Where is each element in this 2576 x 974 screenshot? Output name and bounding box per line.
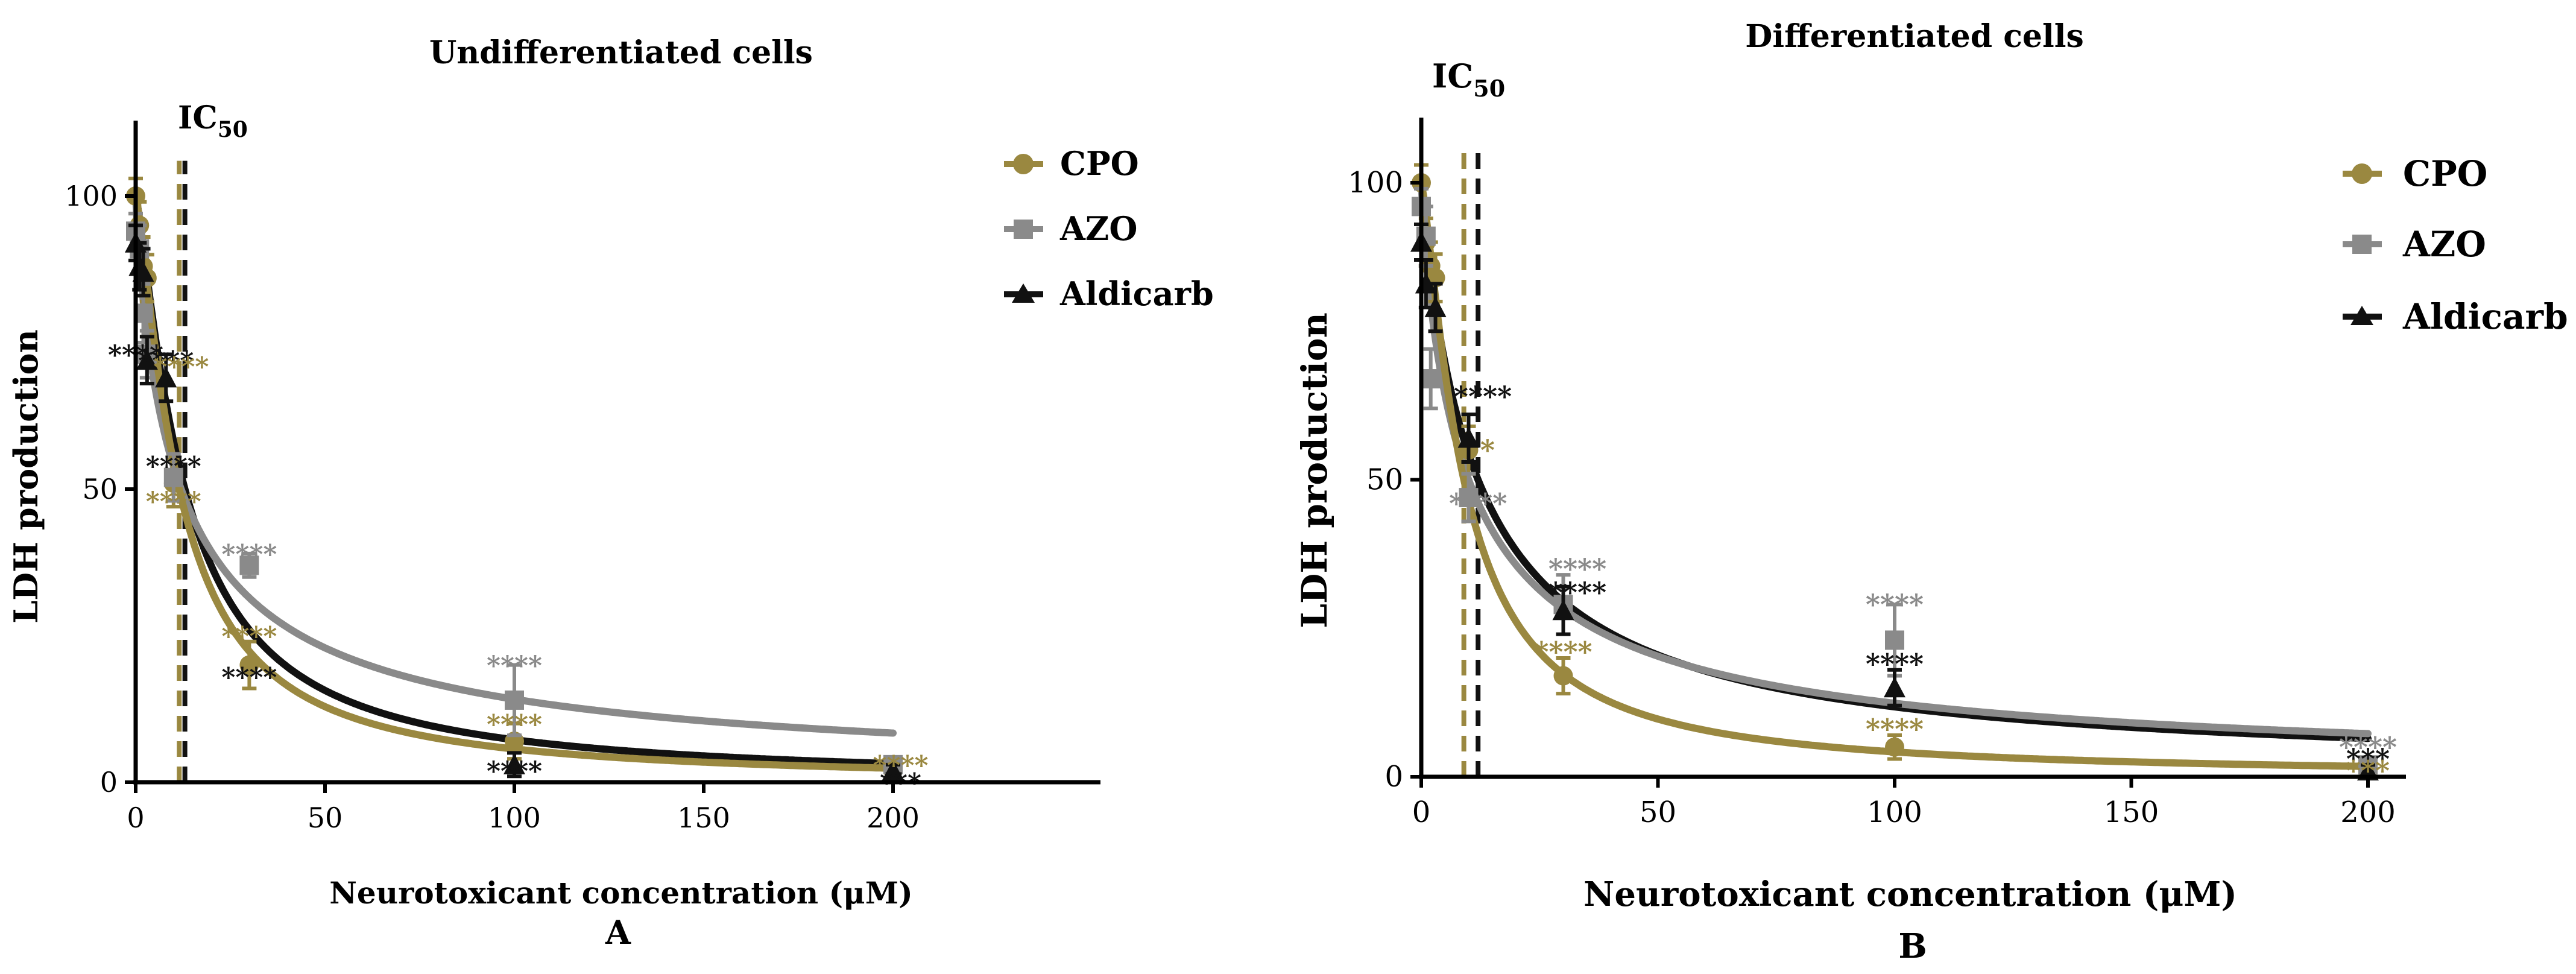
panel-a-x-axis-label: Neurotoxicant concentration (μM)	[329, 875, 913, 911]
data-point-cpo	[239, 655, 259, 675]
panel-b-x-axis-label: Neurotoxicant concentration (μM)	[1583, 874, 2237, 914]
significance-label: ****	[1449, 487, 1507, 520]
panel-b-letter: B	[1898, 926, 1927, 966]
panel-a: Undifferentiated cells LDH production Ne…	[7, 34, 1214, 952]
data-point-aldicarb	[155, 367, 177, 388]
x-tick-label: 0	[127, 802, 144, 834]
data-point-azo	[1885, 630, 1904, 650]
panel-b-legend-cpo: CPO	[2343, 153, 2487, 194]
significance-label: ****	[146, 451, 201, 482]
panel-b: Differentiated cells LDH production Neur…	[1294, 18, 2568, 966]
data-point-aldicarb	[132, 261, 154, 282]
panel-b-significance-annotations: ****************************************…	[1449, 381, 2397, 788]
panel-a-letter: A	[605, 913, 631, 952]
panel-b-data-points	[1410, 163, 2379, 781]
data-point-azo	[239, 555, 259, 575]
data-point-cpo	[1553, 666, 1573, 686]
significance-label: ****	[221, 539, 277, 570]
panel-b-title: Differentiated cells	[1745, 18, 2083, 55]
data-point-azo	[505, 690, 524, 710]
significance-label: ****	[1454, 381, 1512, 413]
legend-circle-marker	[1013, 154, 1034, 174]
x-tick-label: 200	[2340, 795, 2396, 829]
data-point-aldicarb	[1884, 677, 1905, 698]
significance-label: ****	[2339, 731, 2397, 764]
panel-b-legend-aldicarb: Aldicarb	[2343, 296, 2568, 337]
significance-label: ****	[138, 346, 194, 376]
significance-label: ****	[1548, 577, 1606, 609]
panel-b-legend-azo: AZO	[2343, 224, 2486, 265]
significance-label: *	[1480, 434, 1495, 466]
significance-label: ****	[146, 486, 201, 517]
data-point-aldicarb	[136, 349, 158, 370]
panel-b-legend-aldicarb-label: Aldicarb	[2402, 296, 2568, 337]
y-tick-label: 100	[65, 180, 118, 212]
panel-a-legend-cpo-label: CPO	[1060, 144, 1139, 183]
panel-b-legend-cpo-label: CPO	[2403, 153, 2487, 194]
data-point-azo	[163, 467, 183, 487]
data-point-aldicarb	[1552, 599, 1574, 621]
legend-triangle-marker	[2350, 306, 2373, 325]
panel-b-legend-azo-label: AZO	[2402, 224, 2486, 265]
significance-label: ****	[1548, 552, 1606, 585]
legend-triangle-marker	[1012, 283, 1035, 303]
significance-label: ****	[153, 352, 209, 382]
y-tick-label: 0	[1384, 760, 1403, 794]
data-point-aldicarb	[1457, 427, 1480, 448]
x-tick-label: 0	[1412, 795, 1431, 829]
panel-a-ic50-label: IC50	[178, 100, 248, 142]
data-point-cpo	[1885, 737, 1904, 757]
panel-a-y-axis-label: LDH production	[7, 329, 45, 623]
panel-b-y-axis-label: LDH production	[1294, 312, 1335, 628]
x-tick-label: 100	[488, 802, 541, 834]
significance-label: ****	[487, 709, 542, 740]
significance-label: ****	[487, 651, 542, 681]
significance-label: ****	[873, 750, 929, 781]
panel-a-axes: 0 50 100 150 200 0 50 100	[65, 121, 1100, 834]
x-tick-label: 200	[867, 802, 920, 834]
panel-a-legend: CPO AZO Aldicarb	[1004, 144, 1214, 313]
panel-a-legend-azo: AZO	[1004, 209, 1137, 248]
y-tick-label: 50	[1366, 463, 1403, 497]
legend-square-marker	[2352, 235, 2372, 254]
panel-b-ticks: 0 50 100 150 200 0 50 100	[1348, 166, 2395, 829]
x-tick-label: 50	[308, 802, 343, 834]
data-point-aldicarb	[504, 753, 525, 774]
significance-label: ***	[2346, 742, 2390, 775]
significance-label: ****	[221, 662, 277, 693]
panel-a-ticks: 0 50 100 150 200 0 50 100	[65, 180, 920, 834]
data-point-aldicarb	[882, 759, 904, 780]
data-point-aldicarb	[1424, 296, 1447, 317]
y-tick-label: 50	[82, 473, 118, 505]
data-point-azo	[1459, 488, 1479, 508]
legend-circle-marker	[2352, 163, 2372, 184]
panel-b-axes: 0 50 100 150 200 0 50 100	[1348, 118, 2406, 829]
legend-square-marker	[1014, 220, 1033, 239]
panel-a-legend-cpo: CPO	[1004, 144, 1139, 183]
significance-label: ****	[1866, 588, 1924, 621]
panel-a-legend-azo-label: AZO	[1059, 209, 1137, 248]
significance-label: ****	[221, 621, 277, 652]
significance-label: ****	[1866, 713, 1924, 745]
significance-label: ****	[1866, 648, 1924, 680]
panel-a-title: Undifferentiated cells	[429, 34, 813, 71]
y-tick-label: 0	[100, 766, 118, 798]
x-tick-label: 100	[1867, 795, 1922, 829]
panel-b-ic50-label: IC50	[1432, 57, 1505, 102]
significance-label: ****	[1534, 636, 1592, 668]
data-point-azo	[1421, 369, 1441, 389]
panel-b-legend: CPO AZO Aldicarb	[2343, 153, 2568, 337]
y-tick-label: 100	[1348, 166, 1403, 200]
panel-a-legend-aldicarb-label: Aldicarb	[1059, 274, 1214, 313]
x-tick-label: 150	[677, 802, 730, 834]
panel-a-legend-aldicarb: Aldicarb	[1004, 274, 1214, 313]
x-tick-label: 150	[2104, 795, 2159, 829]
x-tick-label: 50	[1640, 795, 1676, 829]
